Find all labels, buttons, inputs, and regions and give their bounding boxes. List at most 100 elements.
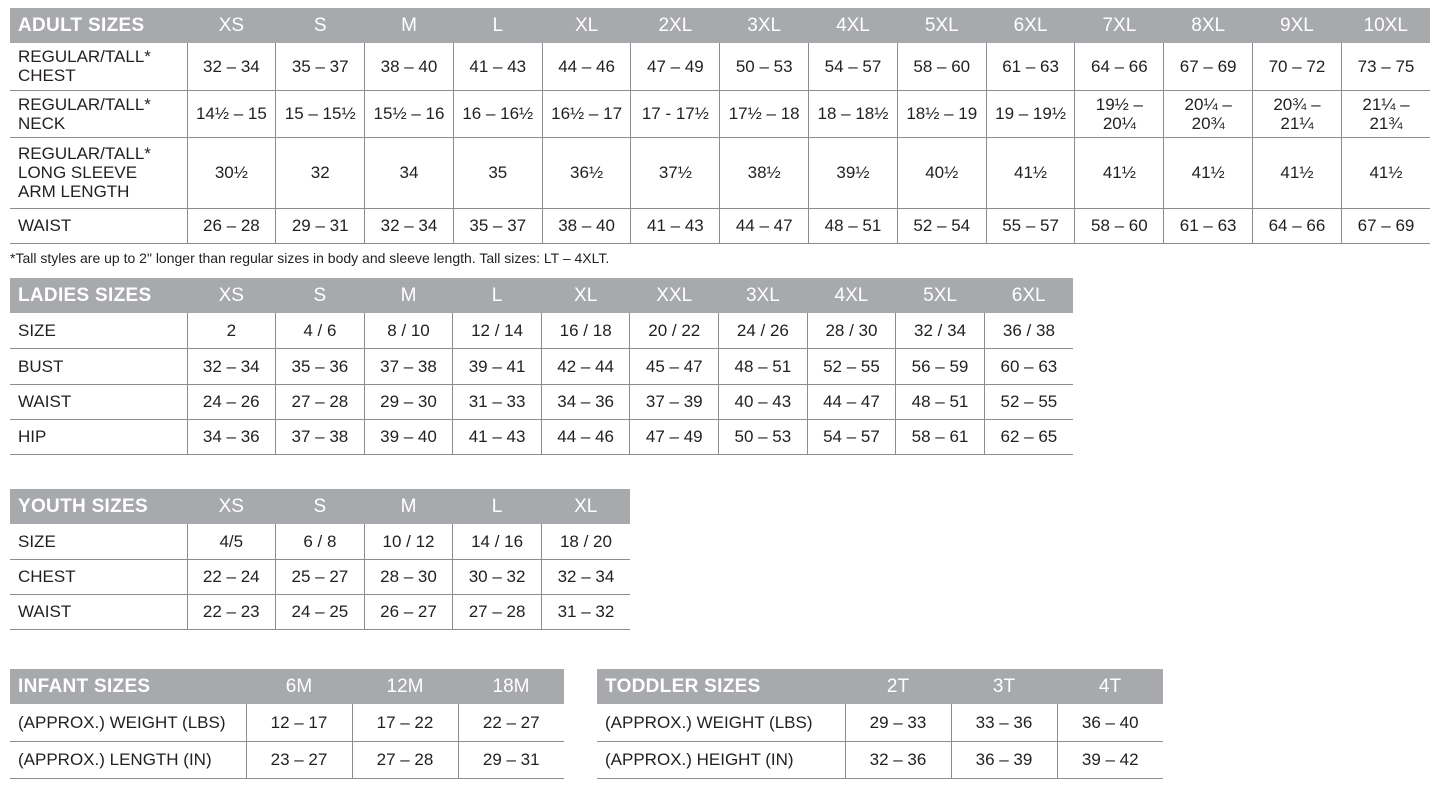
size-header-xl: XL — [541, 278, 630, 313]
measurement-cell: 54 – 57 — [808, 43, 898, 91]
table-row: (APPROX.) WEIGHT (LBS) 29 – 33 33 – 36 36 –… — [597, 704, 1163, 742]
size-header-3t: 3T — [951, 669, 1057, 704]
row-label: WAIST — [10, 594, 187, 630]
measurement-cell: 56 – 59 — [895, 348, 985, 385]
row-label: WAIST — [10, 208, 187, 244]
measurement-cell: 24 – 26 — [186, 384, 276, 420]
size-header-8xl: 8XL — [1163, 8, 1253, 43]
measurement-cell: 38 – 40 — [541, 208, 631, 244]
measurement-cell: 32 / 34 — [895, 313, 985, 349]
size-header-s: S — [275, 8, 365, 43]
measurement-cell: 36 / 38 — [983, 313, 1073, 349]
measurement-cell: 4/5 — [186, 524, 276, 560]
measurement-cell: 18½ – 19 — [896, 90, 987, 138]
row-label: SIZE — [10, 524, 187, 560]
measurement-cell: 24 – 25 — [275, 594, 365, 630]
measurement-cell: 32 – 34 — [540, 559, 630, 595]
measurement-cell: 21¼ –21¾ — [1340, 90, 1431, 138]
measurement-cell: 32 — [275, 137, 365, 209]
measurement-cell: 17 - 17½ — [630, 90, 720, 138]
measurement-cell: 39 – 42 — [1056, 741, 1163, 779]
size-header-7xl: 7XL — [1074, 8, 1164, 43]
measurement-cell: 44 – 47 — [719, 208, 809, 244]
measurement-cell: 44 – 46 — [540, 419, 630, 455]
measurement-cell: 27 – 28 — [275, 384, 365, 420]
measurement-cell: 16 – 16½ — [452, 90, 543, 138]
measurement-cell: 41½ — [1340, 137, 1431, 209]
measurement-cell: 26 – 28 — [186, 208, 276, 244]
size-header-xs: XS — [187, 278, 276, 313]
row-label: CHEST — [10, 559, 187, 595]
measurement-cell: 38 – 40 — [364, 43, 454, 91]
table-title: YOUTH SIZES — [10, 489, 187, 524]
measurement-cell: 39 – 41 — [452, 348, 542, 385]
measurement-cell: 25 – 27 — [275, 559, 365, 595]
size-header-m: M — [364, 8, 454, 43]
size-header-4xl: 4XL — [808, 8, 898, 43]
size-header-s: S — [275, 489, 365, 524]
measurement-cell: 52 – 55 — [983, 384, 1073, 420]
measurement-cell: 61 – 63 — [985, 43, 1075, 91]
table-row: (APPROX.) HEIGHT (IN) 32 – 36 36 – 39 39 – … — [597, 741, 1163, 779]
header-row: LADIES SIZES XS S M L XL XXL 3XL 4XL 5XL 6XL — [10, 278, 1073, 313]
measurement-cell: 17½ – 18 — [719, 90, 809, 138]
infant-sizes-table: INFANT SIZES 6M 12M 18M (APPROX.) WEIGHT (LB… — [10, 669, 564, 779]
measurement-cell: 29 – 31 — [275, 208, 365, 244]
measurement-cell: 41½ — [1163, 137, 1253, 209]
measurement-cell: 62 – 65 — [983, 419, 1073, 455]
tall-footnote: *Tall styles are up to 2" longer than re… — [10, 250, 610, 266]
table-row: BUST 32 – 34 35 – 36 37 – 38 39 – 41 42 – 44 4… — [10, 348, 1073, 385]
measurement-cell: 22 – 27 — [457, 704, 564, 742]
row-label: REGULAR/TALL* NECK — [10, 90, 187, 138]
measurement-cell: 12 / 14 — [452, 313, 542, 349]
table-title: ADULT SIZES — [10, 8, 187, 43]
header-row: TODDLER SIZES 2T 3T 4T — [597, 669, 1163, 704]
measurement-cell: 6 / 8 — [275, 524, 365, 560]
measurement-cell: 2 — [186, 313, 276, 349]
row-label: (APPROX.) HEIGHT (IN) — [597, 741, 845, 779]
size-header-xl: XL — [541, 489, 630, 524]
measurement-cell: 47 – 49 — [630, 43, 720, 91]
measurement-cell: 14 / 16 — [452, 524, 542, 560]
measurement-cell: 44 – 46 — [541, 43, 631, 91]
measurement-cell: 16 / 18 — [540, 313, 630, 349]
measurement-cell: 37 – 39 — [629, 384, 719, 420]
size-header-xs: XS — [187, 8, 276, 43]
measurement-cell: 50 – 53 — [718, 419, 808, 455]
measurement-cell: 64 – 66 — [1074, 43, 1164, 91]
size-header-3xl: 3XL — [718, 278, 808, 313]
measurement-cell: 29 – 31 — [457, 741, 564, 779]
measurement-cell: 28 – 30 — [363, 559, 453, 595]
measurement-cell: 36½ — [541, 137, 631, 209]
measurement-cell: 20 / 22 — [629, 313, 719, 349]
measurement-cell: 41 – 43 — [452, 419, 542, 455]
measurement-cell: 18 / 20 — [540, 524, 630, 560]
size-header-6xl: 6XL — [984, 278, 1073, 313]
measurement-cell: 41½ — [1252, 137, 1342, 209]
measurement-cell: 17 – 22 — [351, 704, 458, 742]
measurement-cell: 41½ — [1074, 137, 1164, 209]
measurement-cell: 58 – 60 — [1074, 208, 1164, 244]
measurement-cell: 48 – 51 — [718, 348, 808, 385]
table-row: REGULAR/TALL* LONG SLEEVE ARM LENGTH 30½ 32 3… — [10, 137, 1431, 209]
measurement-cell: 28 / 30 — [806, 313, 896, 349]
size-header-4xl: 4XL — [807, 278, 896, 313]
measurement-cell: 16½ – 17 — [541, 90, 631, 138]
table-row: (APPROX.) WEIGHT (LBS) 12 – 17 17 – 22 22 –… — [10, 704, 564, 742]
measurement-cell: 8 / 10 — [363, 313, 453, 349]
table-title: TODDLER SIZES — [597, 669, 845, 704]
measurement-cell: 67 – 69 — [1163, 43, 1253, 91]
measurement-cell: 19½ –20¼ — [1074, 90, 1164, 138]
row-label: (APPROX.) LENGTH (IN) — [10, 741, 246, 779]
table-row: (APPROX.) LENGTH (IN) 23 – 27 27 – 28 29 – … — [10, 741, 564, 779]
measurement-cell: 32 – 34 — [186, 348, 276, 385]
measurement-cell: 32 – 36 — [844, 741, 951, 779]
table-row: REGULAR/TALL* NECK 14½ – 15 15 – 15½ 15½ – 1… — [10, 90, 1431, 138]
table-row: REGULAR/TALL* CHEST 32 – 34 35 – 37 38 – 40 4… — [10, 43, 1431, 91]
measurement-cell: 61 – 63 — [1163, 208, 1253, 244]
size-header-5xl: 5XL — [897, 8, 987, 43]
adult-sizes-table: ADULT SIZES XS S M L XL 2XL 3XL 4XL 5XL 6XL 7XL 8XL 9… — [10, 8, 1431, 244]
measurement-cell: 34 — [364, 137, 454, 209]
measurement-cell: 52 – 55 — [806, 348, 896, 385]
size-header-l: L — [452, 489, 542, 524]
